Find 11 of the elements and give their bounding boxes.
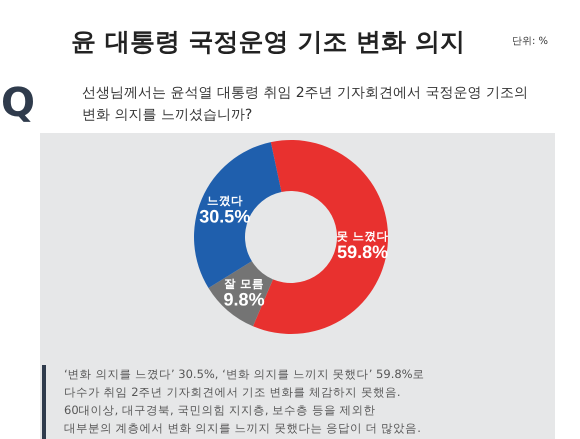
- text: ‘변화 의지를 느꼈다’ 30.5%, ‘변화 의지를 느끼지 못했다’ 59.8%로 다수가 취임 2주년 기자회견에서 기조 변화를 체감하지 못했음. 60대이상, 대구경북, 국민의힘 지지층, 보수층 등을 제외한 대부분의 계층에서 변화 의지를 느끼지 못했다는 응답이 더 많았음.: [64, 367, 425, 435]
- slice-label: 잘 모름: [224, 276, 264, 291]
- chart-title: 윤 대통령 국정운영 기조 변화 의지: [71, 27, 465, 56]
- data-label: 9.8%: [224, 290, 265, 310]
- text: 단위: %: [512, 36, 548, 47]
- text: Q: [1, 80, 36, 126]
- donut-slice: [194, 142, 282, 288]
- data-label: 30.5%: [199, 206, 250, 227]
- slice-label: 못 느꼈다: [336, 228, 389, 243]
- chart-subtitle: 선생님께서는 윤석열 대통령 취임 2주년 기자회견에서 국정운영 기조의 변화 의지를 느끼셨습니까?: [82, 85, 528, 123]
- slice-label: 느꼈다: [206, 194, 243, 208]
